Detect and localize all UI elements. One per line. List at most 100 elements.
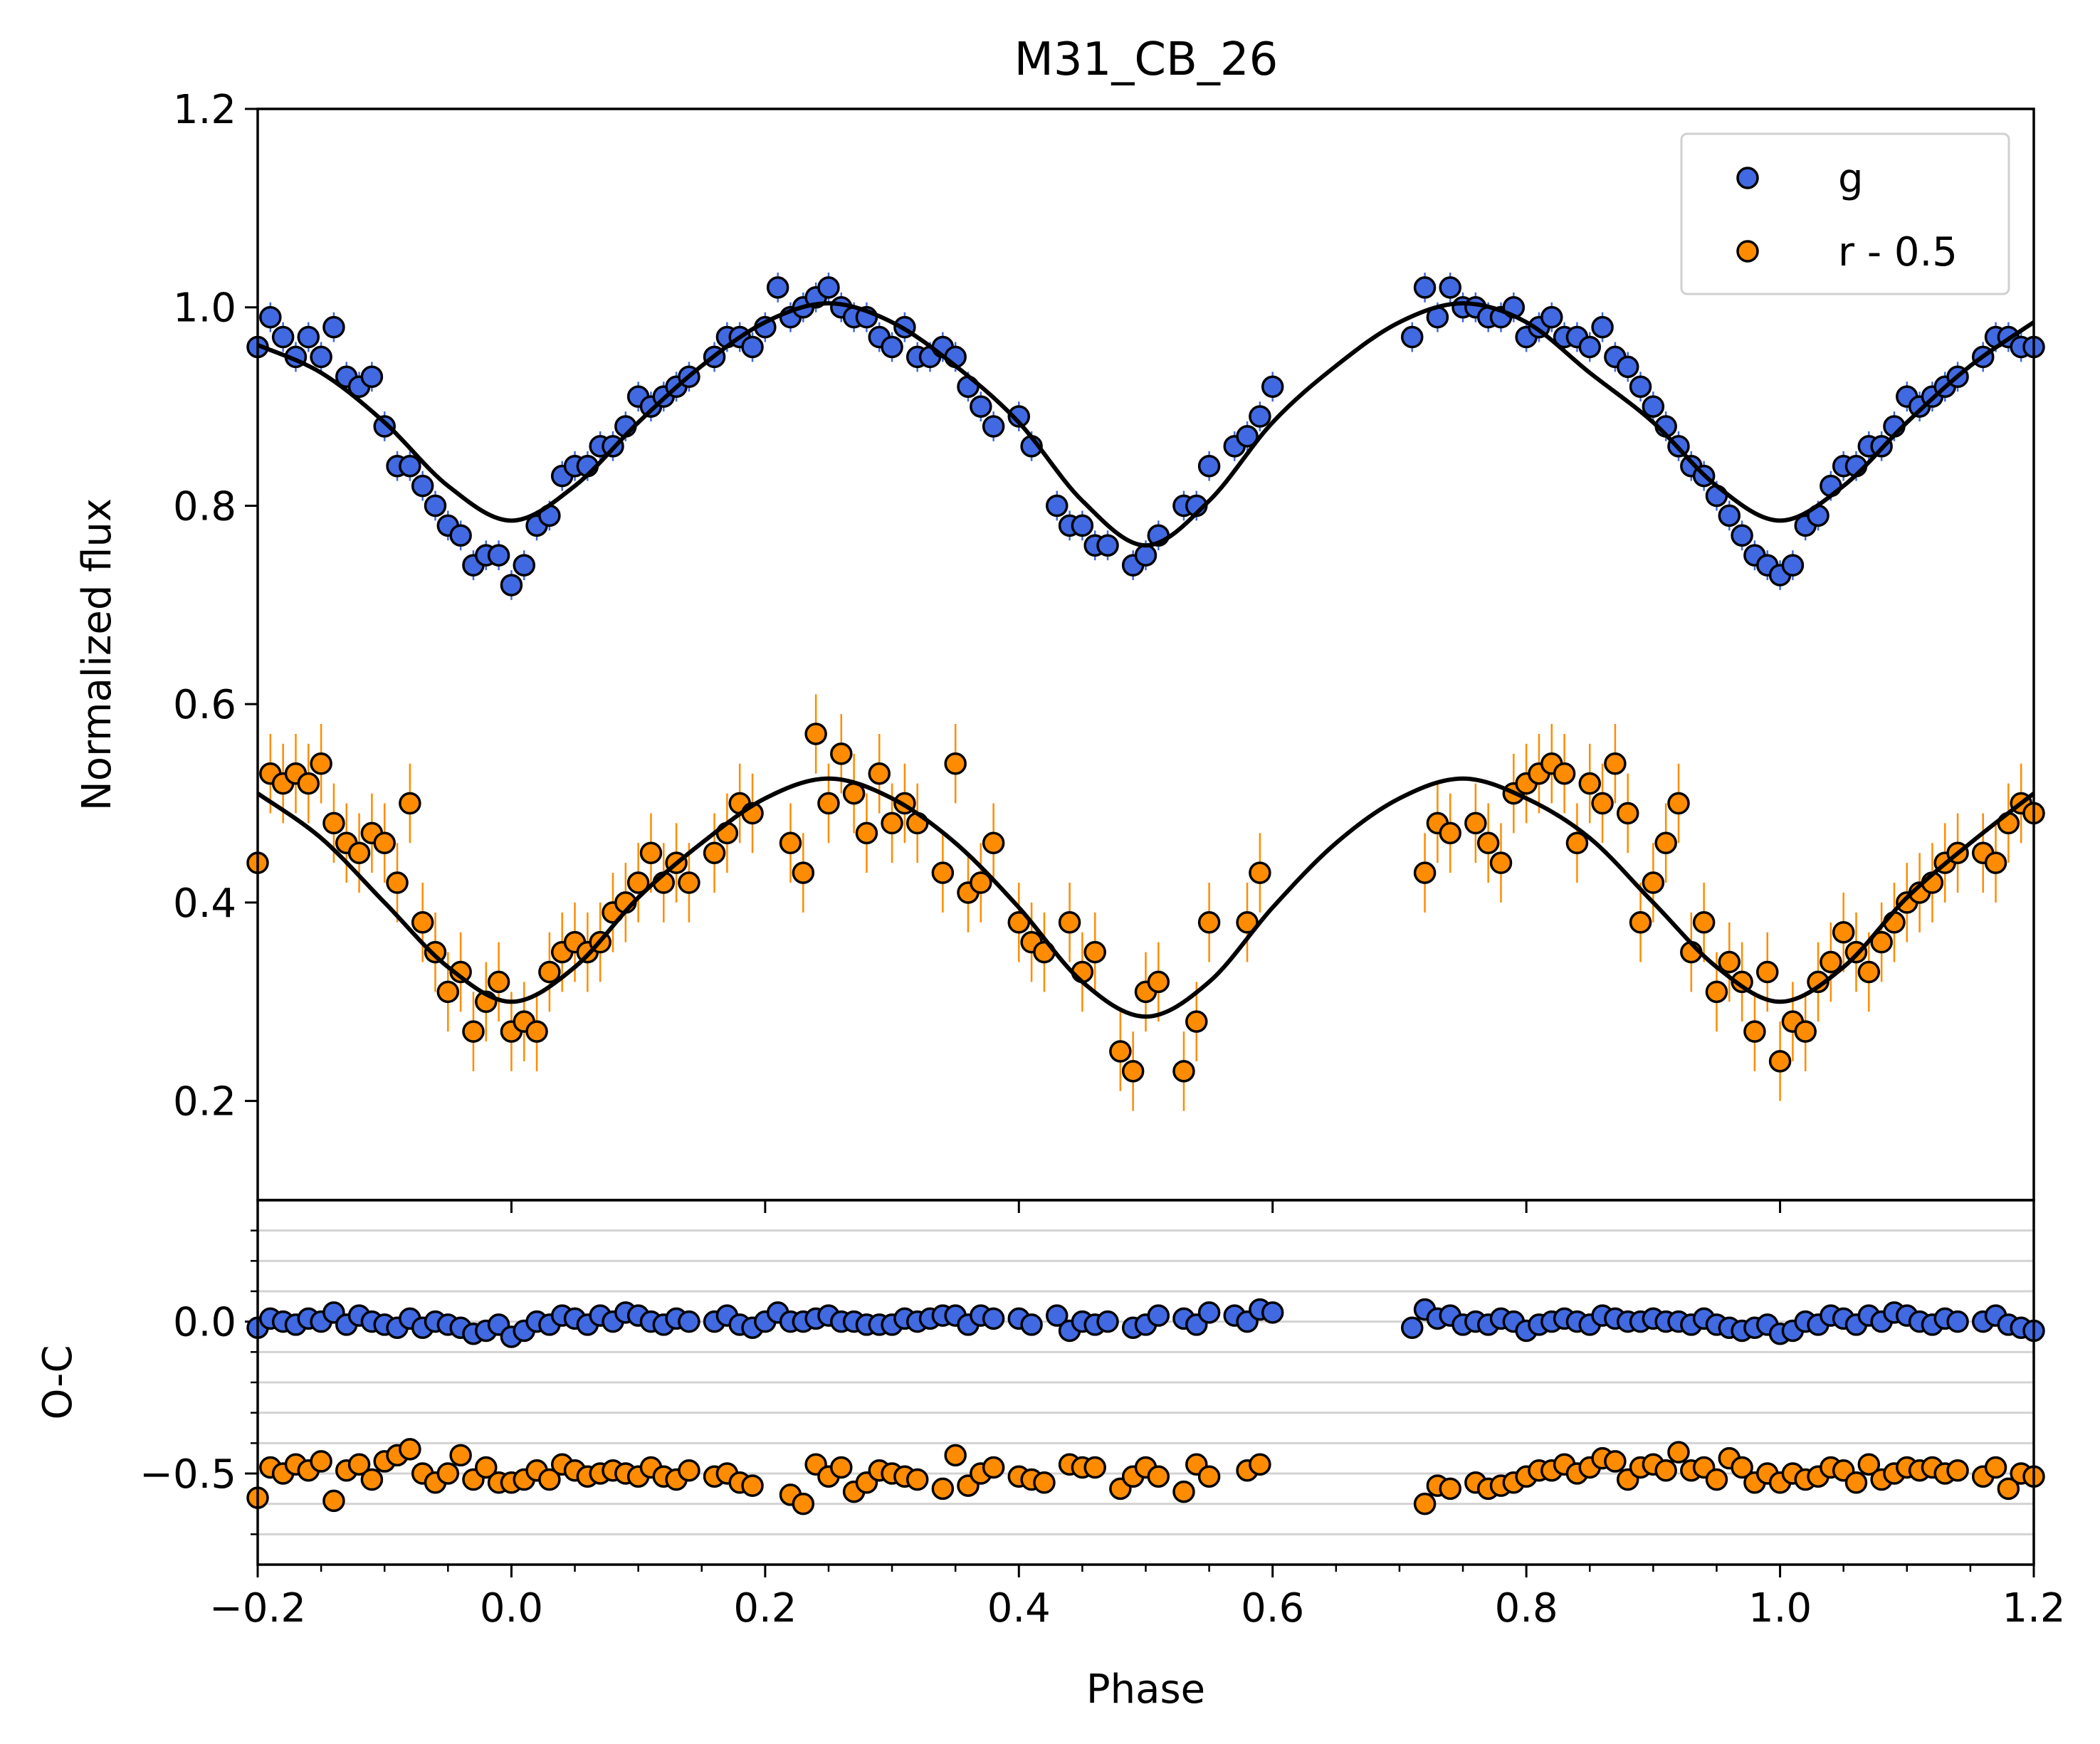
- data-point: [982, 1456, 1005, 1479]
- data-point: [1857, 960, 1881, 984]
- data-point: [639, 841, 663, 864]
- data-point: [436, 980, 460, 1004]
- data-point: [1642, 395, 1665, 418]
- data-point: [1249, 405, 1271, 428]
- x-axis-label: Phase: [1086, 1666, 1205, 1713]
- data-point: [322, 315, 345, 339]
- data-point: [905, 1468, 929, 1491]
- x-tick-label: 0.4: [987, 1585, 1051, 1632]
- data-point: [449, 960, 472, 984]
- data-point: [804, 723, 827, 745]
- data-point: [1718, 504, 1741, 527]
- x-tick-label: 0.6: [1241, 1585, 1304, 1632]
- data-point: [1197, 911, 1221, 934]
- data-point: [310, 1450, 332, 1473]
- data-point: [1401, 325, 1424, 349]
- data-point: [1654, 1459, 1677, 1482]
- data-point: [1870, 930, 1893, 954]
- data-point: [1705, 1468, 1728, 1491]
- data-point: [1616, 802, 1639, 825]
- data-point: [1718, 950, 1741, 974]
- data-point: [449, 1444, 472, 1467]
- data-point: [970, 395, 992, 418]
- data-point: [1413, 1492, 1437, 1516]
- data-point: [411, 911, 434, 934]
- data-point: [1781, 554, 1805, 577]
- data-point: [1984, 1456, 2007, 1479]
- data-point: [1401, 1316, 1424, 1339]
- data-point: [1476, 831, 1500, 855]
- legend-marker: [1736, 167, 1759, 189]
- data-point: [1946, 1310, 1969, 1333]
- legend-marker: [1736, 240, 1759, 263]
- data-point: [436, 1462, 460, 1485]
- y-tick-label: 0.4: [173, 881, 236, 927]
- data-point: [1667, 1441, 1690, 1464]
- data-point: [1172, 1480, 1195, 1503]
- data-point: [1629, 375, 1652, 398]
- data-point: [982, 415, 1005, 438]
- data-point: [1731, 1456, 1753, 1479]
- data-point: [1832, 920, 1855, 944]
- data-point: [830, 1456, 853, 1479]
- data-point: [399, 792, 421, 815]
- y-tick-label: 0.8: [173, 483, 236, 530]
- data-point: [1096, 534, 1119, 557]
- data-point: [1654, 831, 1677, 855]
- data-point: [1261, 1301, 1284, 1324]
- data-point: [1616, 355, 1639, 379]
- data-point: [347, 841, 371, 864]
- data-point: [1147, 1465, 1170, 1488]
- data-point: [1172, 1060, 1195, 1083]
- data-point: [1083, 940, 1106, 964]
- model-curve: [256, 776, 2035, 1019]
- legend-label: r - 0.5: [1838, 229, 1958, 275]
- data-point: [855, 821, 878, 845]
- data-point: [881, 811, 903, 835]
- data-point: [310, 345, 332, 369]
- legend-label: g: [1838, 156, 1864, 202]
- data-point: [500, 574, 523, 597]
- data-point: [424, 940, 447, 964]
- data-point: [297, 772, 320, 795]
- data-point: [792, 1492, 815, 1516]
- data-point: [1249, 861, 1271, 884]
- data-point: [1553, 762, 1576, 785]
- data-point: [373, 415, 396, 438]
- data-point: [1692, 911, 1716, 934]
- data-point: [360, 1468, 384, 1491]
- y-axis-label: Normalized flux: [74, 498, 120, 811]
- data-point: [626, 871, 650, 894]
- data-point: [1046, 1304, 1069, 1327]
- data-point: [982, 831, 1005, 855]
- data-point: [1046, 494, 1069, 518]
- data-point: [1413, 861, 1437, 884]
- data-point: [1642, 871, 1665, 894]
- data-point: [944, 1444, 967, 1467]
- data-point: [1033, 1471, 1056, 1494]
- data-point: [538, 960, 561, 984]
- data-point: [944, 752, 967, 775]
- data-point: [1147, 1304, 1170, 1327]
- data-point: [1058, 911, 1081, 934]
- model-curve: [256, 301, 2035, 548]
- data-point: [1743, 1020, 1766, 1043]
- data-point: [1768, 1050, 1792, 1073]
- data-point: [1071, 514, 1094, 537]
- data-point: [1731, 970, 1753, 994]
- data-point: [678, 1310, 700, 1333]
- data-point: [1439, 821, 1461, 845]
- x-tick-label: 1.0: [1748, 1585, 1812, 1632]
- y-tick-label: −0.5: [140, 1451, 236, 1498]
- data-point: [817, 792, 840, 815]
- x-tick-label: 0.2: [733, 1585, 797, 1632]
- data-point: [1121, 1060, 1145, 1083]
- data-point: [322, 1489, 345, 1513]
- data-point: [1236, 425, 1259, 448]
- data-point: [1820, 950, 1842, 974]
- data-point: [779, 831, 802, 855]
- data-point: [475, 1456, 498, 1479]
- data-point: [792, 861, 815, 884]
- data-point: [1756, 960, 1779, 984]
- data-point: [1007, 405, 1031, 428]
